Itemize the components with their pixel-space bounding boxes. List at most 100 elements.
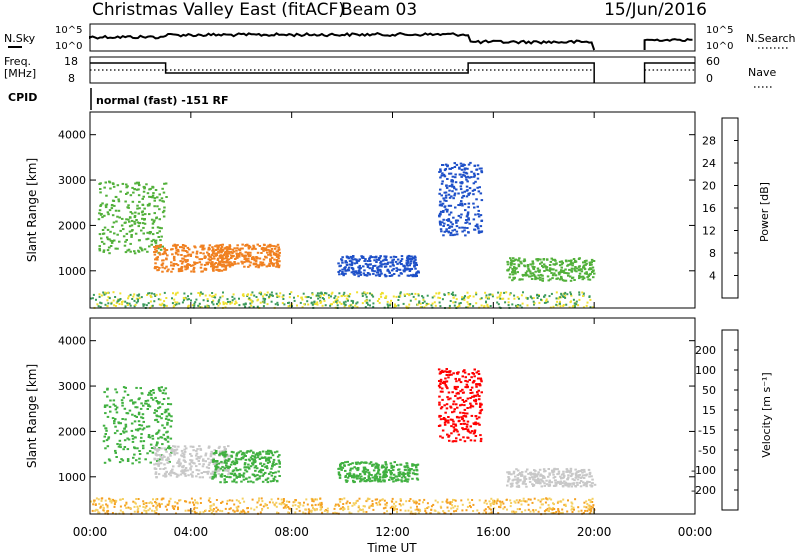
echo-cell — [138, 207, 141, 210]
echo-cell — [257, 499, 260, 502]
echo-cell — [134, 304, 137, 306]
echo-cell — [444, 380, 448, 383]
echo-cell — [459, 162, 463, 165]
echo-cell — [410, 268, 414, 270]
echo-cell — [203, 264, 207, 266]
echo-cell — [254, 260, 258, 263]
echo-cell — [341, 271, 344, 273]
echo-cell — [343, 302, 346, 305]
echo-cell — [341, 256, 344, 259]
echo-cell — [588, 296, 591, 298]
echo-cell — [576, 470, 580, 473]
echo-cell — [524, 478, 528, 480]
echo-cell — [163, 267, 167, 270]
echo-cell — [202, 252, 205, 255]
ytick-label: 2000 — [58, 425, 86, 438]
echo-cell — [217, 251, 220, 253]
echo-cell — [370, 479, 374, 482]
echo-cell — [259, 291, 262, 294]
echo-cell — [187, 305, 190, 308]
echo-cell — [376, 479, 379, 482]
echo-cell — [133, 252, 137, 255]
echo-cell — [247, 510, 250, 513]
echo-cell — [477, 230, 481, 233]
echo-cell — [339, 463, 342, 466]
echo-cell — [225, 261, 228, 264]
echo-cell — [214, 249, 218, 251]
echo-cell — [252, 461, 255, 464]
echo-cell — [333, 297, 336, 299]
echo-cell — [510, 473, 513, 476]
echo-cell — [536, 277, 540, 280]
echo-cell — [206, 304, 209, 307]
echo-cell — [150, 292, 153, 295]
echo-cell — [382, 507, 385, 510]
echo-cell — [268, 265, 271, 267]
echo-cell — [559, 300, 561, 303]
echo-cell — [342, 509, 345, 512]
echo-cell — [324, 304, 327, 307]
echo-cell — [441, 390, 444, 393]
echo-cell — [155, 511, 158, 514]
echo-cell — [141, 511, 143, 514]
echo-cell — [172, 506, 175, 509]
echo-cell — [235, 249, 238, 252]
echo-cell — [473, 368, 476, 371]
echo-cell — [287, 302, 289, 304]
echo-cell — [562, 305, 565, 307]
echo-cell — [439, 228, 443, 231]
echo-cell — [559, 483, 562, 485]
echo-cell — [456, 406, 459, 409]
echo-cell — [159, 467, 162, 470]
echo-cell — [162, 433, 165, 436]
echo-cell — [564, 279, 568, 282]
echo-cell — [241, 262, 244, 265]
echo-cell — [177, 250, 180, 253]
echo-cell — [131, 440, 135, 443]
echo-cell — [282, 294, 285, 297]
echo-cell — [210, 511, 213, 514]
echo-cell — [239, 458, 243, 461]
echo-cell — [571, 262, 575, 265]
echo-cell — [412, 295, 415, 298]
echo-cell — [556, 473, 559, 476]
echo-cell — [383, 512, 386, 515]
echo-cell — [154, 295, 157, 297]
echo-cell — [167, 418, 171, 421]
echo-cell — [340, 507, 343, 510]
echo-cell — [549, 268, 552, 271]
echo-cell — [134, 232, 138, 235]
echo-cell — [125, 430, 128, 433]
echo-cell — [214, 475, 217, 478]
nave-tick-bottom: 0 — [706, 72, 713, 85]
echo-cell — [146, 231, 149, 234]
echo-cell — [218, 249, 222, 252]
echo-cell — [341, 506, 344, 509]
echo-cell — [133, 250, 136, 253]
echo-cell — [187, 295, 189, 298]
echo-cell — [464, 415, 468, 418]
echo-cell — [344, 461, 347, 464]
echo-cell — [391, 259, 394, 262]
echo-cell — [558, 481, 562, 484]
echo-cell — [253, 461, 257, 464]
echo-cell — [497, 303, 500, 306]
echo-cell — [276, 264, 279, 267]
echo-cell — [239, 251, 242, 254]
echo-cell — [413, 501, 416, 504]
echo-cell — [152, 391, 155, 394]
echo-cell — [253, 466, 257, 469]
echo-cell — [172, 465, 175, 468]
echo-cell — [219, 509, 222, 512]
echo-cell — [543, 301, 546, 304]
echo-cell — [546, 275, 550, 278]
echo-cell — [106, 238, 110, 241]
echo-cell — [109, 498, 112, 501]
echo-cell — [569, 469, 572, 472]
echo-cell — [442, 225, 445, 227]
echo-cell — [479, 434, 482, 437]
echo-cell — [140, 247, 143, 250]
echo-cell — [554, 479, 557, 482]
echo-cell — [137, 212, 140, 215]
echo-cell — [266, 467, 269, 470]
